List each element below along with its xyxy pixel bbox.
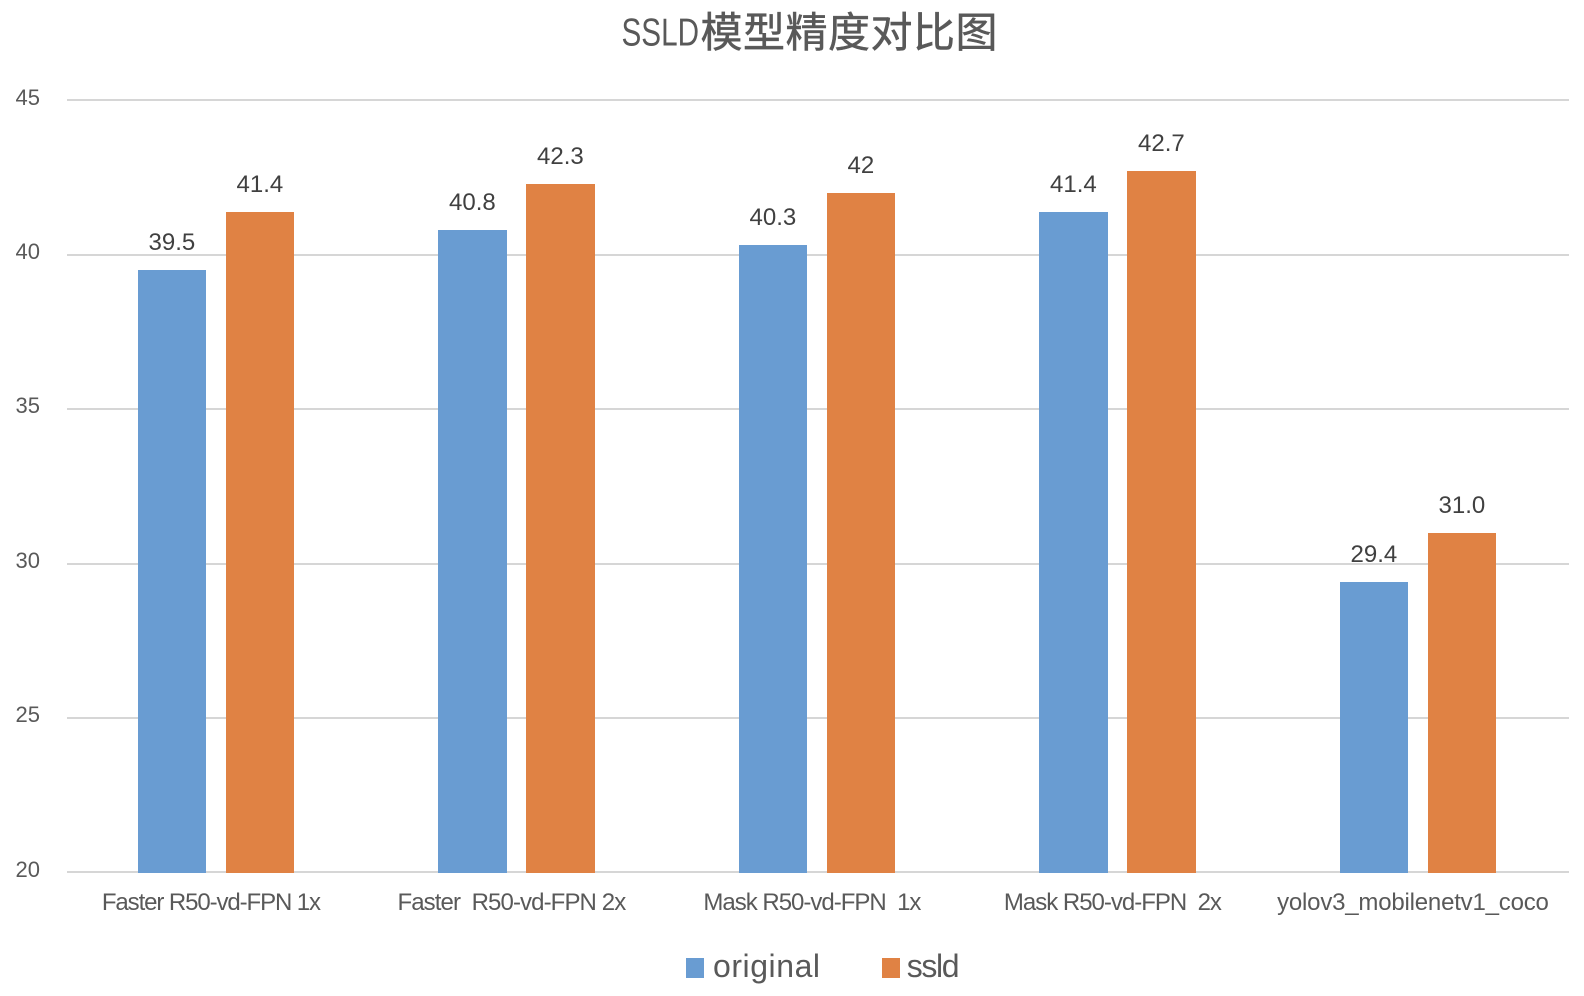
svg-text:SSLD: SSLD	[622, 12, 700, 55]
